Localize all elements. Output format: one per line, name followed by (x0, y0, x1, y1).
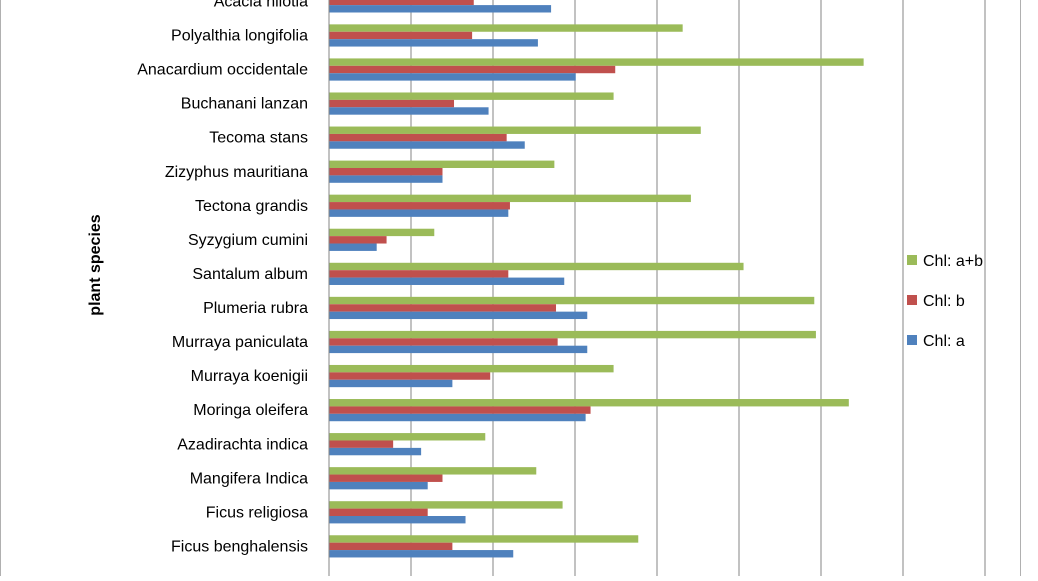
category-label: Polyalthia longifolia (171, 28, 308, 45)
bar-chl-a-3 (329, 107, 489, 115)
legend-label: Chl: a (923, 333, 965, 350)
bar-chl-b-10 (329, 338, 558, 346)
bar-chl-a-1 (329, 39, 538, 47)
bar-chl-b-5 (329, 168, 443, 176)
category-label: Tectona grandis (195, 198, 308, 215)
bar-chl-a-15 (329, 516, 466, 524)
bar-chl-b-15 (329, 508, 428, 516)
category-label: Murraya koenigii (191, 368, 308, 385)
bar-chl-a-b-5 (329, 160, 555, 168)
bar-chl-a-13 (329, 447, 422, 456)
bar-chl-b-0 (329, 0, 474, 6)
bar-chl-a-9 (329, 311, 588, 320)
bar-chl-a-11 (329, 379, 453, 388)
legend-swatch-2 (907, 335, 917, 345)
category-label: Zizyphus mauritiana (165, 164, 308, 181)
y-axis-title: plant species (87, 214, 104, 315)
category-label: Santalum album (192, 266, 308, 283)
bar-chl-a-b-2 (329, 58, 864, 66)
legend-label: Chl: b (923, 293, 965, 310)
bar-chl-a-7 (329, 243, 377, 251)
bar-chl-a-4 (329, 141, 525, 149)
category-label: Murraya paniculata (172, 334, 308, 351)
bars (329, 0, 864, 558)
bar-chl-b-1 (329, 31, 473, 40)
category-label: Syzygium cumini (188, 232, 308, 249)
bar-chl-b-6 (329, 202, 510, 210)
bar-chl-a-5 (329, 175, 443, 183)
bar-chl-a-b-7 (329, 228, 435, 237)
bar-chl-b-2 (329, 65, 616, 74)
category-label: Ficus religiosa (206, 504, 308, 521)
bar-chl-a-b-6 (329, 194, 691, 203)
legend: Chl: a+b Chl: b Chl: a (907, 253, 983, 350)
bar-chl-a-16 (329, 550, 514, 558)
bar-chl-a-b-1 (329, 24, 683, 32)
category-label: Anacardium occidentale (137, 62, 308, 79)
bar-chl-a-b-4 (329, 126, 701, 134)
bar-chl-a-b-14 (329, 467, 537, 475)
bar-chl-b-13 (329, 440, 394, 448)
bar-chl-b-12 (329, 406, 591, 414)
bar-chl-a-6 (329, 209, 509, 217)
bar-chl-b-7 (329, 236, 387, 244)
bar-chl-a-b-12 (329, 399, 849, 407)
category-label: Mangifera Indica (190, 470, 308, 487)
bar-chl-b-9 (329, 304, 557, 312)
category-label: Azadirachta indica (177, 436, 308, 453)
bar-chl-a-0 (329, 5, 552, 13)
category-labels: Acacia nilotia Polyalthia longifolia Anaca… (137, 0, 308, 555)
bar-chl-b-4 (329, 133, 507, 142)
bar-chl-a-2 (329, 73, 576, 81)
bar-chl-a-b-3 (329, 92, 614, 100)
bar-chl-a-8 (329, 277, 565, 285)
legend-label: Chl: a+b (923, 253, 983, 270)
bar-chl-a-b-9 (329, 296, 815, 305)
legend-swatch-1 (907, 295, 917, 305)
category-label: Acacia nilotia (214, 0, 308, 11)
category-label: Moringa oleifera (193, 402, 308, 419)
bar-chl-a-b-16 (329, 535, 639, 543)
bar-chl-b-14 (329, 474, 443, 482)
category-label: Tecoma stans (209, 130, 308, 147)
bar-chl-b-3 (329, 99, 455, 108)
bar-chl-a-b-11 (329, 364, 614, 373)
bar-chl-b-8 (329, 270, 509, 278)
category-label: Buchanani lanzan (181, 96, 308, 113)
bar-chl-a-b-8 (329, 262, 744, 271)
legend-swatch-0 (907, 255, 917, 265)
bar-chl-b-16 (329, 542, 453, 551)
bar-chl-a-12 (329, 413, 586, 422)
bar-chl-a-b-15 (329, 501, 563, 509)
bar-chl-a-b-13 (329, 433, 486, 441)
category-label: Ficus benghalensis (171, 538, 308, 555)
bar-chl-a-10 (329, 345, 588, 354)
bar-chl-a-14 (329, 481, 428, 490)
category-label: Plumeria rubra (203, 300, 308, 317)
bar-chl-a-b-10 (329, 330, 816, 339)
bar-chl-b-11 (329, 372, 491, 380)
